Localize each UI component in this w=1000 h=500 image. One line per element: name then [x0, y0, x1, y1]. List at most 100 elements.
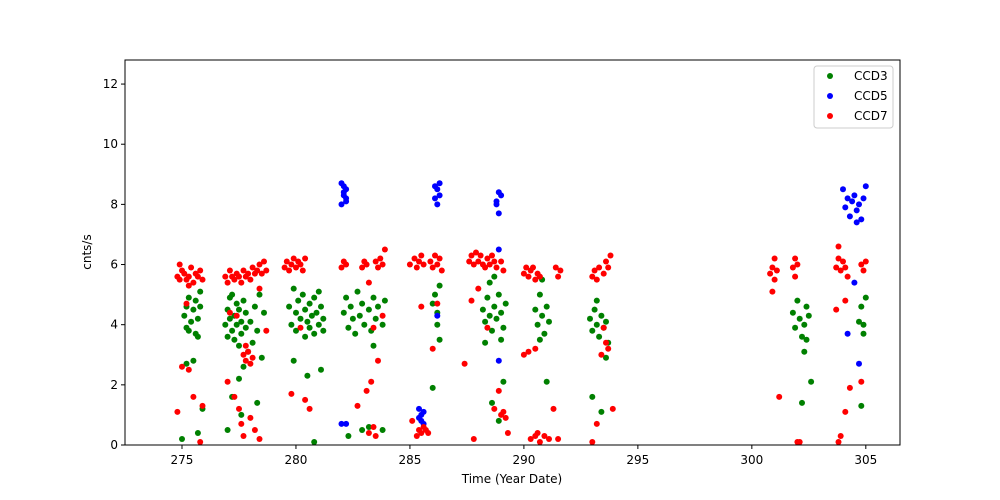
data-point-ccd3 [318, 366, 324, 373]
data-point-ccd7 [283, 258, 290, 265]
data-point-ccd3 [345, 324, 352, 331]
data-point-ccd7 [249, 264, 256, 271]
data-point-ccd7 [477, 252, 484, 259]
data-point-ccd3 [436, 336, 443, 343]
data-point-ccd5 [853, 207, 860, 214]
data-point-ccd3 [315, 321, 322, 328]
data-point-ccd3 [603, 318, 609, 325]
data-point-ccd3 [304, 318, 311, 325]
data-point-ccd7 [598, 351, 605, 358]
data-point-ccd7 [591, 267, 598, 274]
legend-box [813, 65, 894, 129]
data-point-ccd3 [789, 309, 796, 316]
data-point-ccd3 [801, 348, 808, 355]
data-point-ccd3 [354, 288, 361, 295]
data-point-ccd7 [475, 285, 482, 292]
data-point-ccd7 [197, 439, 204, 445]
data-point-ccd3 [493, 315, 500, 322]
data-point-ccd7 [368, 378, 375, 385]
data-point-ccd3 [498, 309, 505, 316]
x-tick-label: 295 [626, 453, 649, 467]
data-point-ccd7 [174, 408, 181, 415]
data-point-ccd3 [792, 324, 799, 331]
data-point-ccd7 [466, 258, 473, 265]
data-point-ccd7 [862, 258, 869, 265]
data-point-ccd3 [320, 315, 327, 322]
data-point-ccd3 [295, 297, 302, 304]
data-point-ccd7 [498, 258, 505, 265]
data-point-ccd3 [803, 303, 810, 310]
data-point-ccd7 [603, 339, 609, 346]
data-point-ccd7 [363, 387, 370, 394]
data-point-ccd3 [794, 297, 801, 304]
data-point-ccd7 [792, 273, 799, 280]
data-point-ccd7 [176, 261, 183, 268]
data-point-ccd7 [245, 348, 252, 355]
data-point-ccd3 [365, 424, 372, 430]
data-point-ccd3 [318, 303, 324, 310]
data-point-ccd3 [856, 318, 862, 325]
data-point-ccd5 [420, 408, 427, 415]
data-point-ccd5 [434, 312, 441, 319]
data-point-ccd3 [185, 327, 192, 334]
legend: CCD3 CCD5 CCD7 [813, 65, 894, 129]
data-point-ccd3 [858, 303, 865, 310]
data-point-ccd7 [484, 324, 491, 331]
data-point-ccd7 [436, 255, 443, 262]
data-point-ccd3 [293, 327, 299, 334]
data-point-ccd7 [504, 430, 511, 436]
data-point-ccd3 [197, 288, 204, 295]
data-point-ccd7 [240, 351, 247, 358]
data-point-ccd5 [853, 219, 860, 226]
data-point-ccd7 [379, 261, 386, 268]
data-point-ccd7 [773, 267, 780, 274]
data-point-ccd7 [495, 387, 502, 394]
data-point-ccd7 [769, 288, 776, 295]
data-point-ccd7 [520, 351, 527, 358]
data-point-ccd7 [190, 279, 197, 286]
data-point-ccd7 [846, 384, 853, 391]
data-point-ccd3 [236, 375, 242, 382]
data-point-ccd3 [190, 306, 197, 313]
data-point-ccd7 [338, 264, 345, 271]
data-point-ccd7 [596, 264, 603, 271]
data-point-ccd3 [479, 306, 486, 313]
data-point-ccd7 [593, 276, 600, 283]
data-point-ccd5 [340, 192, 347, 199]
data-point-ccd7 [290, 255, 297, 262]
data-point-ccd7 [375, 264, 381, 271]
data-point-ccd7 [181, 270, 188, 277]
data-point-ccd3 [290, 357, 297, 364]
series-ccd5 [338, 180, 869, 427]
data-point-ccd7 [532, 276, 539, 283]
data-point-ccd7 [470, 436, 477, 442]
data-point-ccd7 [238, 279, 245, 286]
data-point-ccd7 [224, 378, 231, 385]
y-axis: 0 2 4 6 8 10 12 [103, 77, 125, 452]
data-point-ccd7 [438, 267, 445, 274]
data-point-ccd7 [288, 261, 295, 268]
data-point-ccd3 [536, 336, 543, 343]
data-point-ccd3 [486, 312, 493, 319]
data-point-ccd5 [498, 192, 505, 199]
data-point-ccd3 [432, 291, 438, 298]
data-point-ccd3 [311, 294, 318, 301]
data-point-ccd7 [767, 270, 774, 277]
data-point-ccd3 [381, 297, 388, 304]
data-point-ccd7 [842, 408, 849, 415]
data-point-ccd7 [188, 264, 195, 271]
data-point-ccd3 [591, 306, 598, 313]
y-tick-label: 8 [110, 197, 118, 211]
data-point-ccd7 [475, 258, 482, 265]
data-point-ccd3 [361, 321, 368, 328]
data-point-ccd7 [593, 420, 600, 427]
data-point-ccd3 [242, 309, 249, 316]
data-point-ccd7 [240, 433, 247, 439]
data-point-ccd3 [799, 399, 805, 406]
data-point-ccd5 [842, 204, 849, 211]
x-tick-label: 285 [398, 453, 421, 467]
data-point-ccd7 [226, 309, 233, 316]
data-point-ccd7 [833, 306, 840, 313]
data-point-ccd7 [261, 258, 267, 265]
x-tick-label: 300 [740, 453, 763, 467]
